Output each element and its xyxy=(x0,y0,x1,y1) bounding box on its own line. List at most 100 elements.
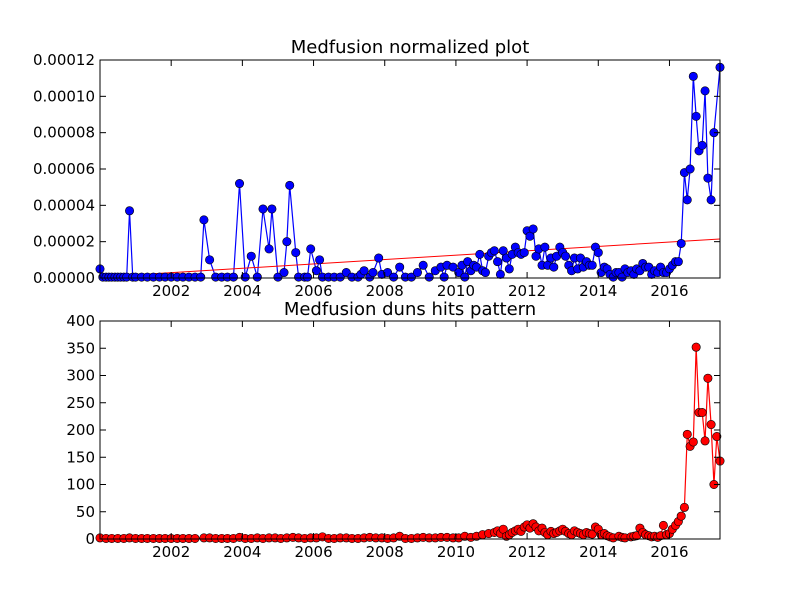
data-point-0-153 xyxy=(688,71,698,81)
x-tick-label: 2012 xyxy=(508,282,546,300)
data-point-0-47 xyxy=(315,255,325,265)
data-point-0-136 xyxy=(703,373,713,383)
x-axis-ticks: 2002 2004 2006 2008 2010 2012 2014 2016 xyxy=(152,321,689,561)
data-point-0-121 xyxy=(593,248,603,258)
data-point-0-32 xyxy=(246,251,256,261)
chart-title: Medfusion normalized plot xyxy=(291,37,530,58)
trend-line xyxy=(100,238,720,278)
y-tick-label: 0.00008 xyxy=(33,124,95,142)
data-point-0-41 xyxy=(291,248,301,258)
data-point-0-76 xyxy=(460,272,470,282)
y-tick-label: 0.00000 xyxy=(33,269,95,287)
data-point-0-157 xyxy=(700,86,710,96)
y-axis-ticks: 0.00000 0.00002 0.00004 0.00006 0.00008 0.000… xyxy=(33,51,720,287)
data-point-0-81 xyxy=(475,249,485,259)
normalized-plot-chart: Medfusion normalized plot 2002 2004 2006 20… xyxy=(33,37,725,300)
y-tick-label: 350 xyxy=(66,339,95,357)
data-point-0-91 xyxy=(504,264,514,274)
x-tick-label: 2006 xyxy=(294,282,332,300)
y-tick-label: 0 xyxy=(85,530,95,548)
x-tick-label: 2008 xyxy=(366,282,404,300)
x-tick-label: 2012 xyxy=(508,543,546,561)
x-tick-label: 2014 xyxy=(579,282,617,300)
data-point-0-127 xyxy=(676,511,686,521)
data-point-0-86 xyxy=(489,246,499,256)
data-point-0-23 xyxy=(196,272,206,282)
data-point-0-24 xyxy=(199,215,209,225)
data-point-0-129 xyxy=(682,429,692,439)
chart-title: Medfusion duns hits pattern xyxy=(284,299,536,320)
x-tick-label: 2010 xyxy=(437,543,475,561)
data-point-0-62 xyxy=(389,272,399,282)
data-point-0-131 xyxy=(688,437,698,447)
data-point-0-38 xyxy=(279,268,289,278)
data-point-0-96 xyxy=(519,248,529,258)
data-point-0-67 xyxy=(418,260,428,270)
data-point-0-128 xyxy=(679,502,689,512)
data-point-0-149 xyxy=(676,238,686,248)
data-point-0-73 xyxy=(448,262,458,272)
data-point-0-106 xyxy=(549,262,559,272)
x-axis-ticks: 2002 2004 2006 2008 2010 2012 2014 2016 xyxy=(152,60,689,300)
data-point-0-151 xyxy=(682,195,692,205)
data-point-0-121 xyxy=(658,520,668,530)
data-point-0-152 xyxy=(685,164,695,174)
data-point-0-66 xyxy=(412,268,422,278)
data-point-0-63 xyxy=(395,262,405,272)
y-tick-label: 200 xyxy=(66,421,95,439)
x-tick-label: 2010 xyxy=(437,282,475,300)
data-point-0-58 xyxy=(368,268,378,278)
y-axis-ticks: 0 50 100 150 200 250 300 350 400 xyxy=(66,312,720,548)
data-point-0-61 xyxy=(383,268,393,278)
data-point-0-39 xyxy=(282,237,292,247)
data-point-0-154 xyxy=(691,111,701,121)
y-tick-label: 300 xyxy=(66,367,95,385)
data-point-0-99 xyxy=(528,224,538,234)
y-tick-label: 400 xyxy=(66,312,95,330)
data-point-0-29 xyxy=(228,272,238,282)
y-tick-label: 250 xyxy=(66,394,95,412)
data-point-0-36 xyxy=(267,204,277,214)
y-tick-label: 50 xyxy=(76,503,95,521)
series-markers xyxy=(95,62,725,282)
plot-area xyxy=(100,321,720,539)
y-tick-label: 0.00012 xyxy=(33,51,95,69)
x-tick-label: 2016 xyxy=(650,543,688,561)
plot-area xyxy=(100,60,720,278)
data-point-0-103 xyxy=(540,242,550,252)
duns-hits-chart: Medfusion duns hits pattern 2002 2004 2006… xyxy=(66,299,725,561)
data-point-0-44 xyxy=(302,272,312,282)
x-tick-label: 2014 xyxy=(579,543,617,561)
data-point-0-37 xyxy=(273,272,283,282)
data-point-0-59 xyxy=(374,253,384,263)
data-point-0-135 xyxy=(700,436,710,446)
data-point-0-156 xyxy=(697,140,707,150)
y-tick-label: 0.00006 xyxy=(33,160,95,178)
data-point-0-56 xyxy=(359,266,369,276)
x-tick-label: 2008 xyxy=(366,543,404,561)
data-point-0-35 xyxy=(264,244,274,254)
y-tick-label: 0.00010 xyxy=(33,87,95,105)
data-point-0-33 xyxy=(252,272,262,282)
x-tick-label: 2004 xyxy=(223,282,261,300)
y-tick-label: 150 xyxy=(66,448,95,466)
x-tick-label: 2016 xyxy=(650,282,688,300)
data-point-0-30 xyxy=(235,179,245,189)
data-point-0-65 xyxy=(406,272,416,282)
x-tick-label: 2002 xyxy=(152,543,190,561)
data-point-0-119 xyxy=(587,260,597,270)
data-point-0-88 xyxy=(495,269,505,279)
y-tick-label: 0.00004 xyxy=(33,196,95,214)
data-point-0-83 xyxy=(480,268,490,278)
x-tick-label: 2006 xyxy=(294,543,332,561)
data-point-0-134 xyxy=(697,408,707,418)
y-tick-label: 100 xyxy=(66,476,95,494)
data-point-0-25 xyxy=(205,255,215,265)
data-point-0-139 xyxy=(712,432,722,442)
data-point-0-51 xyxy=(335,272,345,282)
x-tick-label: 2002 xyxy=(152,282,190,300)
data-point-0-158 xyxy=(703,173,713,183)
data-point-0-40 xyxy=(285,180,295,190)
data-point-0-45 xyxy=(306,244,316,254)
